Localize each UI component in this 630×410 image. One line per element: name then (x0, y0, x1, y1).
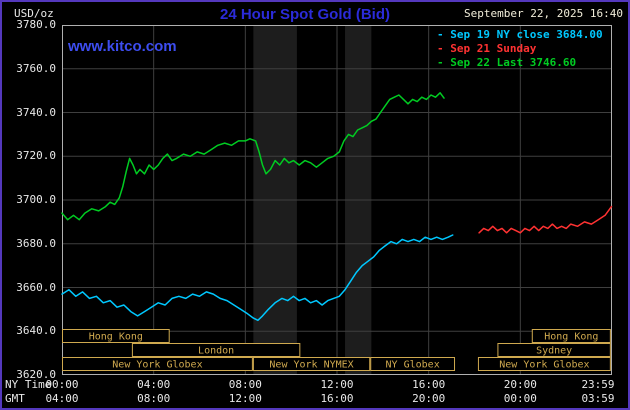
session-box (62, 357, 253, 371)
y-tick-label: 3680.0 (16, 236, 56, 250)
x-tick-label: 00:00 (45, 378, 79, 391)
session-box (370, 357, 456, 371)
y-tick-label: 3660.0 (16, 280, 56, 294)
session-box (62, 329, 170, 343)
x-tick-label: 04:00 (137, 378, 171, 391)
y-tick-label: 3720.0 (16, 149, 56, 163)
price-line-sep-22-last (61, 92, 445, 221)
y-tick-label: 3780.0 (16, 18, 56, 31)
chart-timestamp: September 22, 2025 16:40 (464, 7, 623, 20)
plot-border (62, 25, 612, 375)
x-tick-label: 08:00 (228, 378, 262, 391)
session-box-label: New York Globex (112, 360, 202, 371)
y-tick-label: 3740.0 (16, 105, 56, 119)
price-line-sep-19-ny-close (61, 234, 454, 322)
session-box (131, 343, 301, 357)
kitco-watermark-link[interactable]: www.kitco.com (68, 38, 177, 55)
legend-item: - Sep 21 Sunday (437, 42, 537, 55)
x-tick-label: 23:59 (581, 378, 615, 391)
x-tick-label: 16:00 (412, 378, 446, 391)
x-tick-label: 16:00 (320, 392, 354, 405)
session-box (477, 357, 611, 371)
legend-item: - Sep 22 Last 3746.60 (437, 56, 577, 69)
session-box-label: London (198, 346, 234, 357)
session-box-label: Sydney (536, 346, 572, 357)
x-axis-row-label: GMT (5, 392, 25, 405)
x-tick-label: 12:00 (320, 378, 354, 391)
session-box (252, 357, 371, 371)
y-tick-label: 3620.0 (16, 368, 56, 381)
y-axis-units-label: USD/oz (14, 7, 54, 20)
x-tick-label: 12:00 (228, 392, 262, 405)
x-tick-label: 04:00 (45, 392, 79, 405)
x-tick-label: 20:00 (503, 378, 537, 391)
price-line-sep-21-sunday (478, 205, 613, 234)
session-box-label: Hong Kong (544, 332, 598, 343)
session-box-label: Hong Kong (89, 332, 143, 343)
y-tick-label: 3640.0 (16, 324, 56, 338)
x-tick-label: 08:00 (137, 392, 171, 405)
legend-item: - Sep 19 NY close 3684.00 (437, 28, 603, 41)
x-axis-row-label: NY Time (5, 378, 52, 391)
y-tick-label: 3700.0 (16, 193, 56, 206)
chart-legend: - Sep 19 NY close 3684.00- Sep 21 Sunday… (437, 28, 603, 70)
x-tick-label: 20:00 (412, 392, 446, 405)
session-box-label: New York Globex (499, 360, 589, 371)
session-box (531, 329, 611, 343)
x-tick-label: 03:59 (581, 392, 615, 405)
session-box (497, 343, 611, 357)
y-tick-label: 3760.0 (16, 61, 56, 75)
x-tick-label: 00:00 (503, 392, 537, 405)
session-box-label: New York NYMEX (269, 360, 353, 371)
page-title: 24 Hour Spot Gold (Bid) (220, 6, 390, 23)
session-box-label: NY Globex (386, 360, 440, 371)
